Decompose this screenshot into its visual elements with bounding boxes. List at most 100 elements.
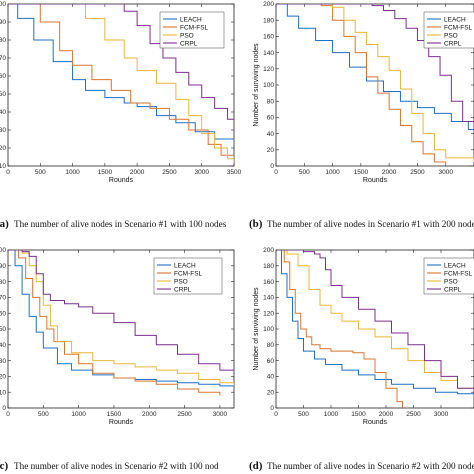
caption-letter: (a) <box>0 218 9 230</box>
x-tick-label: 1500 <box>98 169 113 176</box>
y-tick-label: 200 <box>263 1 274 8</box>
legend-entry: CRPL <box>444 40 462 47</box>
y-tick-label: 50 <box>0 326 6 333</box>
y-tick-label: 160 <box>263 34 274 41</box>
y-tick-label: 20 <box>267 389 275 396</box>
y-tick-label: 30 <box>0 127 6 134</box>
caption-letter: (b) <box>249 218 263 230</box>
caption-text: The number of alive nodes in Scenario #1… <box>14 219 227 229</box>
y-tick-label: 80 <box>0 279 6 286</box>
x-tick-label: 3000 <box>438 169 453 176</box>
legend-entry: PSO <box>444 278 458 285</box>
y-tick-label: 100 <box>263 326 274 333</box>
x-tick-label: 0 <box>6 169 10 176</box>
legend-box <box>423 257 474 295</box>
legend-entry: CRPL <box>180 40 198 47</box>
series-line-fcm-fsl <box>276 250 403 408</box>
legend-box <box>423 11 474 49</box>
x-tick-label: 3500 <box>227 169 242 176</box>
legend-entry: FCM-FSL <box>444 24 473 31</box>
y-tick-label: 70 <box>0 295 6 302</box>
y-tick-label: 60 <box>267 358 275 365</box>
y-tick-label: 0 <box>270 405 274 412</box>
x-tick-label: 1000 <box>324 411 339 418</box>
caption-letter: (c) <box>0 460 9 472</box>
legend-entry: CRPL <box>174 286 192 293</box>
y-tick-label: 200 <box>263 247 274 254</box>
y-tick-label: 100 <box>0 247 6 254</box>
x-tick-label: 500 <box>35 169 46 176</box>
legend-box <box>159 11 225 49</box>
y-tick-label: 0 <box>2 405 6 412</box>
x-tick-label: 3000 <box>213 411 228 418</box>
y-tick-label: 40 <box>267 374 275 381</box>
chart-panel-d: 0 20 40 60 80 100 120 140 160 180 200 0 500 1000 1500 2… <box>249 247 474 472</box>
y-tick-label: 180 <box>263 17 274 24</box>
series-line-crpl <box>276 250 474 394</box>
x-axis-label: Rounds <box>363 419 388 426</box>
series-line-fcm-fsl <box>8 250 221 396</box>
x-tick-label: 0 <box>274 411 278 418</box>
y-tick-label: 60 <box>0 73 6 80</box>
y-tick-label: 120 <box>263 310 274 317</box>
y-tick-label: 60 <box>0 310 6 317</box>
x-tick-label: 0 <box>6 411 10 418</box>
y-tick-label: 180 <box>263 263 274 270</box>
y-tick-label: 100 <box>0 1 6 8</box>
y-tick-label: 0 <box>270 163 274 170</box>
x-tick-label: 3000 <box>434 411 449 418</box>
y-tick-label: 80 <box>0 37 6 44</box>
chart-panel-a: 1020304050607080901000500100015002000250… <box>0 1 242 230</box>
legend-entry: LEACH <box>444 16 466 23</box>
y-tick-label: 20 <box>0 145 6 152</box>
y-tick-label: 100 <box>263 82 274 89</box>
legend-entry: LEACH <box>444 262 466 269</box>
x-tick-label: 500 <box>38 411 49 418</box>
y-tick-label: 140 <box>263 295 274 302</box>
y-tick-label: 20 <box>267 147 275 154</box>
legend-entry: FCM-FSL <box>174 270 203 277</box>
y-tick-label: 60 <box>267 115 275 122</box>
legend-entry: CRPL <box>444 286 462 293</box>
legend-entry: LEACH <box>174 262 196 269</box>
legend-entry: PSO <box>180 32 194 39</box>
legend-entry: FCM-FSL <box>180 24 209 31</box>
y-tick-label: 40 <box>0 342 6 349</box>
x-tick-label: 2000 <box>382 169 397 176</box>
series-line-leach <box>8 4 234 145</box>
y-tick-label: 30 <box>0 358 6 365</box>
x-axis-label: Rounds <box>363 177 388 184</box>
x-tick-label: 1000 <box>71 411 86 418</box>
x-tick-label: 1000 <box>65 169 80 176</box>
y-tick-label: 40 <box>0 109 6 116</box>
x-tick-label: 2500 <box>406 411 421 418</box>
legend-entry: LEACH <box>180 16 202 23</box>
legend-entry: PSO <box>444 32 458 39</box>
y-tick-label: 140 <box>263 50 274 57</box>
series-line-fcm-fsl <box>8 4 234 165</box>
x-tick-label: 2500 <box>162 169 177 176</box>
caption-text: The number of alive nodes in Scenario #1… <box>267 219 474 229</box>
x-tick-label: 2000 <box>142 411 157 418</box>
series-line-fcm-fsl <box>276 4 447 165</box>
legend-entry: PSO <box>174 278 188 285</box>
y-tick-label: 160 <box>263 279 274 286</box>
y-tick-label: 10 <box>0 163 6 170</box>
y-tick-label: 50 <box>0 91 6 98</box>
x-tick-label: 1500 <box>354 169 369 176</box>
chart-panel-c: 0102030405060708090100050010001500200025… <box>0 247 235 472</box>
y-tick-label: 80 <box>267 342 275 349</box>
x-tick-label: 1500 <box>351 411 366 418</box>
caption-text: The number of alive nodes in Scenario #2… <box>14 461 219 471</box>
x-tick-label: 3000 <box>194 169 209 176</box>
y-tick-label: 90 <box>0 19 6 26</box>
y-tick-label: 120 <box>263 66 274 73</box>
x-axis-label: Rounds <box>109 177 134 184</box>
series-line-crpl <box>8 250 234 374</box>
x-tick-label: 500 <box>298 411 309 418</box>
y-tick-label: 10 <box>0 389 6 396</box>
series-line-leach <box>276 250 474 397</box>
x-tick-label: 2000 <box>130 169 145 176</box>
x-tick-label: 1500 <box>107 411 122 418</box>
